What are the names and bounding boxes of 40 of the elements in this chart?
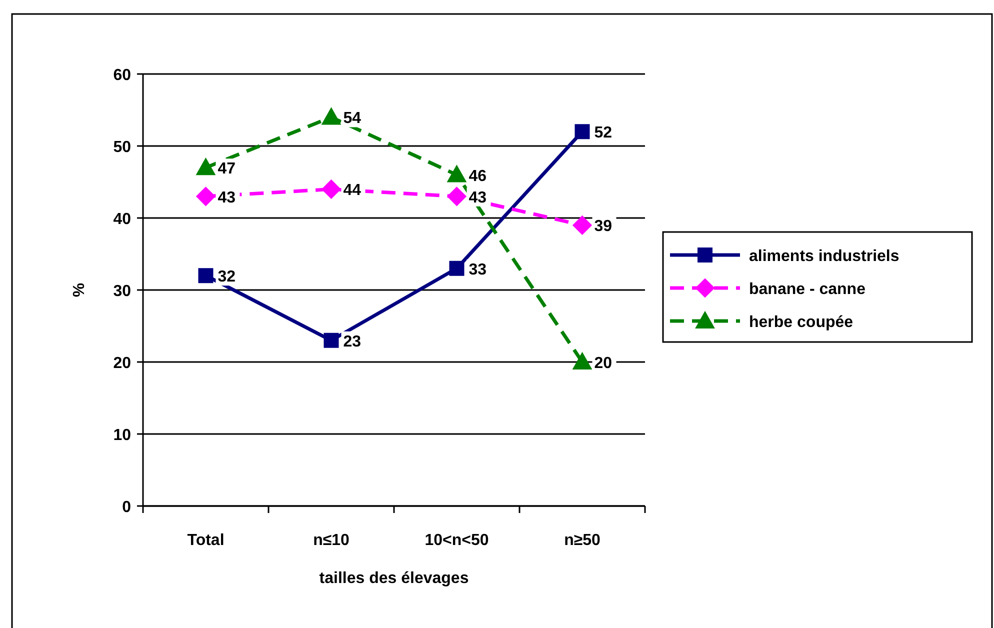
x-tick-label: n≤10 [313, 532, 350, 549]
data-label: 43 [218, 189, 236, 206]
legend-label: herbe coupée [749, 314, 854, 331]
data-label: 33 [468, 261, 487, 278]
data-label: 43 [468, 189, 487, 206]
data-label: 32 [218, 268, 236, 286]
y-tick-label: 50 [113, 139, 132, 156]
y-tick-label: 0 [122, 499, 132, 516]
point [574, 124, 590, 140]
data-label: 52 [594, 124, 612, 142]
data-label: 20 [594, 355, 612, 372]
data-label: 23 [343, 333, 362, 350]
data-label: 47 [218, 160, 236, 178]
x-tick-label: Total [187, 532, 224, 549]
y-tick-label: 60 [113, 67, 132, 84]
legend-label: banane - canne [749, 281, 866, 298]
point [196, 186, 216, 206]
data-label: 44 [343, 182, 362, 200]
y-tick-label: 20 [113, 355, 132, 372]
y-tick-label: 40 [113, 211, 132, 228]
point [572, 216, 592, 235]
data-label: 39 [594, 218, 612, 236]
legend-label: aliments industriels [749, 248, 900, 265]
y-axis-title: % [71, 282, 88, 298]
y-tick-label: 30 [113, 283, 132, 300]
x-axis-title: tailles des élevages [319, 570, 469, 587]
data-label: 46 [468, 168, 487, 185]
point [196, 158, 216, 176]
point [324, 332, 339, 348]
point [447, 186, 466, 206]
x-tick-label: 10<n<50 [424, 532, 489, 549]
point [447, 165, 466, 182]
point [322, 108, 341, 125]
point [572, 352, 592, 370]
point [322, 180, 341, 199]
point [198, 268, 214, 284]
x-tick-label: n≥50 [564, 532, 601, 549]
data-label: 54 [343, 110, 362, 128]
point [449, 260, 464, 276]
y-tick-label: 10 [113, 427, 132, 444]
